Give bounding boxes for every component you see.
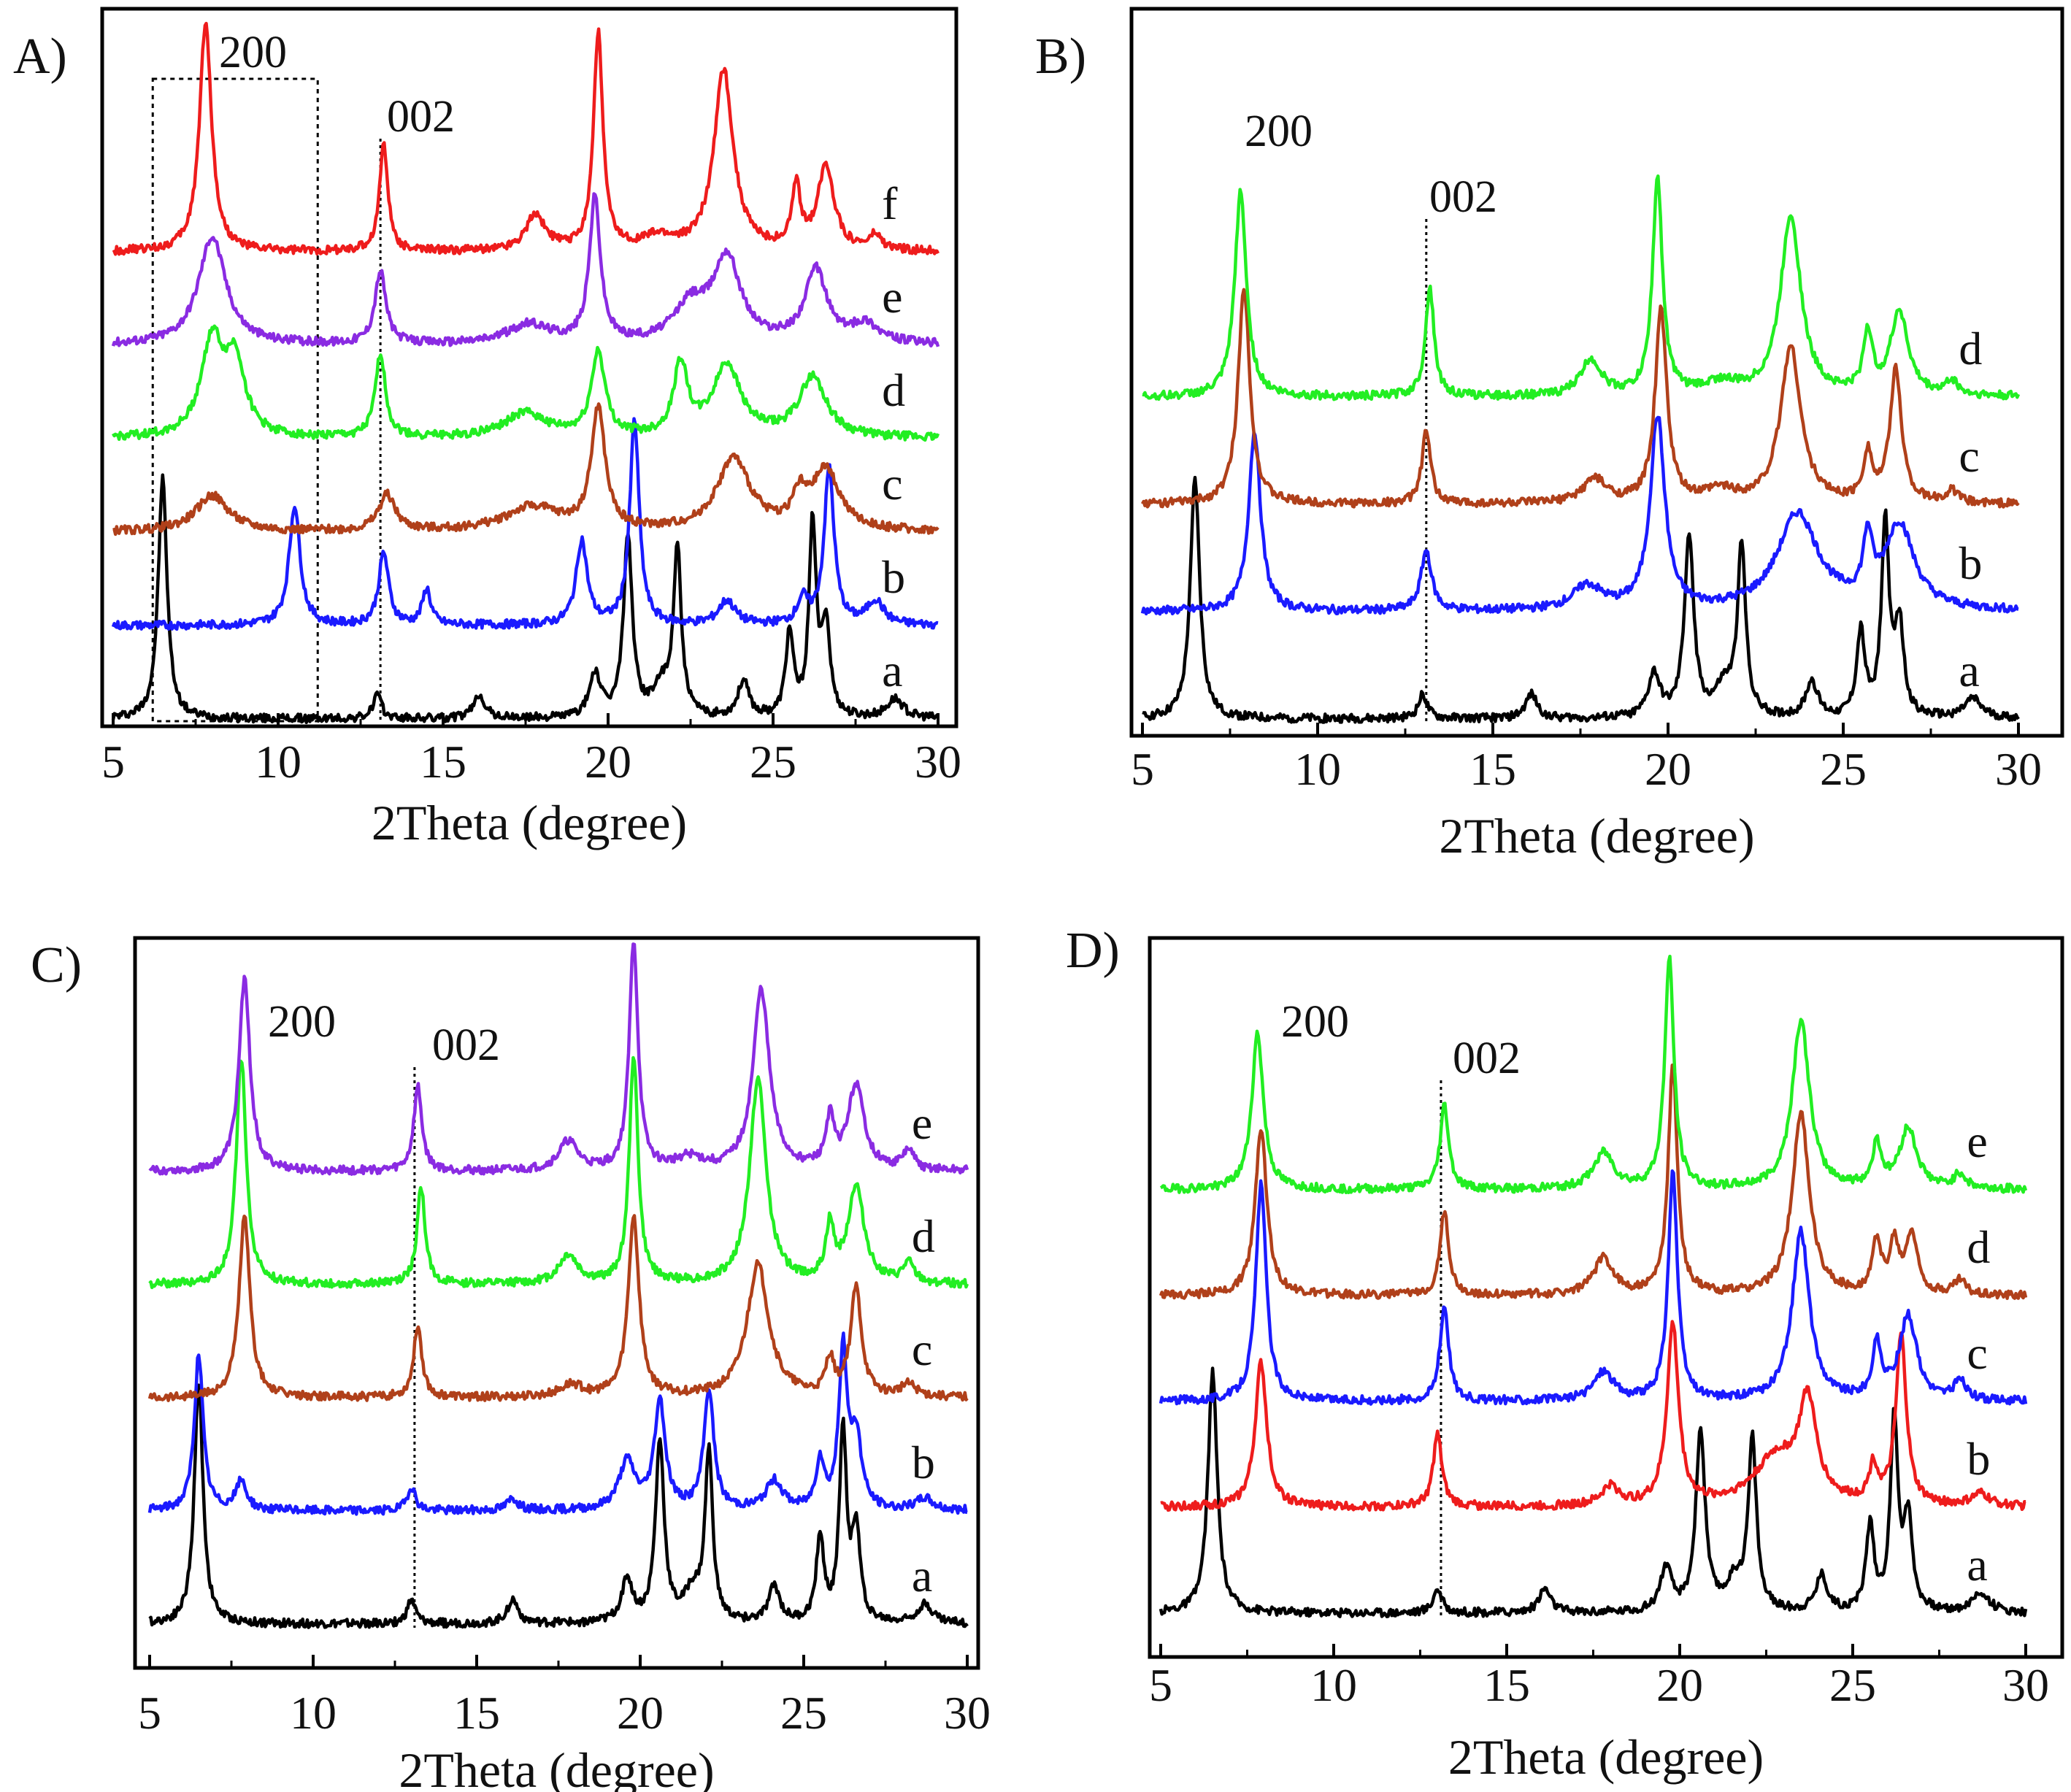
series-label-c: c: [1967, 1327, 1987, 1379]
series-line-c: [1159, 1169, 2028, 1406]
series-label-a: a: [1959, 645, 1979, 696]
series-label-a: a: [882, 645, 902, 696]
x-axis-label: 2Theta (degree): [1439, 808, 1754, 864]
x-tick-label: 5: [101, 736, 125, 788]
series-label-d: d: [912, 1210, 935, 1262]
panel-label: A): [13, 28, 67, 85]
x-tick-label: 15: [1469, 743, 1516, 795]
series-line-c: [112, 402, 940, 537]
plot-frame: [100, 7, 958, 728]
x-tick-label: 30: [944, 1687, 991, 1739]
x-tick-label: 10: [290, 1687, 337, 1739]
x-tick-label: 10: [255, 736, 301, 788]
peak-200-label: 200: [1245, 107, 1313, 156]
x-tick-label: 5: [1149, 1659, 1172, 1711]
series-label-c: c: [912, 1323, 932, 1375]
peak-002-label: 002: [1453, 1034, 1521, 1083]
panel-label: B): [1035, 28, 1086, 85]
panel-label: D): [1066, 923, 1120, 979]
peak-002-label: 002: [432, 1020, 500, 1070]
panel-C: C) 5 10 15 20 25 30 2Theta (degree) 200 002 a b c d e: [31, 936, 991, 1792]
x-tick-label: 20: [617, 1687, 664, 1739]
series-line-b: [1160, 1320, 2026, 1512]
x-tick-label: 20: [1656, 1659, 1703, 1711]
panel-D: D) 5 10 15 20 25 30 2Theta (degree) 200 002 a b c d e: [1066, 923, 2064, 1785]
x-tick-label: 25: [750, 736, 796, 788]
series-label-e: e: [912, 1097, 932, 1149]
peak-002-label: 002: [1429, 172, 1497, 222]
series-line-f: [112, 21, 940, 256]
plot-frame: [1129, 7, 2064, 738]
x-tick-label: 15: [453, 1687, 500, 1739]
dashed-region-box: [151, 77, 319, 723]
series-label-b: b: [882, 551, 905, 603]
series-line-a: [111, 473, 940, 725]
panel-label: C): [31, 937, 82, 993]
x-tick-label: 20: [585, 736, 631, 788]
x-tick-label: 30: [915, 736, 961, 788]
plot-frame: [1148, 936, 2064, 1659]
x-tick-label: 15: [1483, 1659, 1530, 1711]
x-tick-label: 25: [1820, 743, 1867, 795]
x-axis-label: 2Theta (degree): [399, 1742, 714, 1792]
series-line-a: [1142, 475, 2020, 724]
series-label-b: b: [1967, 1433, 1990, 1485]
series-label-d: d: [882, 364, 905, 416]
series-line-b: [111, 417, 939, 631]
series-line-e: [1159, 954, 2028, 1195]
series-line-d: [1142, 174, 2021, 401]
x-tick-label: 5: [138, 1687, 161, 1739]
x-tick-label: 15: [420, 736, 466, 788]
x-tick-label: 30: [2002, 1659, 2049, 1711]
plot-frame: [133, 936, 980, 1670]
series-label-a: a: [1967, 1539, 1987, 1591]
peak-200-label: 200: [219, 28, 287, 77]
peak-200-label: 200: [268, 997, 336, 1047]
series-line-b: [1140, 415, 2019, 616]
x-axis-label: 2Theta (degree): [372, 795, 687, 850]
series-line-d: [112, 324, 940, 442]
x-tick-label: 10: [1294, 743, 1341, 795]
peak-200-label: 200: [1281, 997, 1349, 1047]
series-line-c: [147, 1214, 969, 1402]
series-label-c: c: [1959, 430, 1979, 482]
x-axis-label: 2Theta (degree): [1448, 1729, 1764, 1785]
series-label-e: e: [882, 271, 902, 323]
x-tick-label: 25: [1829, 1659, 1876, 1711]
series-line-a: [148, 1383, 969, 1629]
x-tick-label: 25: [780, 1687, 827, 1739]
series-label-d: d: [1959, 323, 1982, 374]
series-label-b: b: [912, 1437, 935, 1488]
x-tick-label: 5: [1131, 743, 1154, 795]
series-label-f: f: [882, 177, 898, 229]
series-line-e: [148, 942, 969, 1176]
peak-002-label: 002: [387, 92, 455, 142]
x-tick-label: 30: [1995, 743, 2042, 795]
panel-B: B) 5 10 15 20 25 30 2Theta (degree) 200 002 a b c d: [1035, 7, 2064, 864]
series-line-b: [147, 1331, 968, 1516]
series-line-e: [111, 192, 940, 348]
series-line-d: [1159, 1064, 2028, 1300]
x-tick-label: 10: [1310, 1659, 1357, 1711]
series-label-b: b: [1959, 537, 1982, 589]
series-line-c: [1140, 288, 2020, 509]
series-label-a: a: [912, 1550, 932, 1601]
series-line-a: [1159, 1366, 2028, 1618]
x-tick-label: 20: [1645, 743, 1691, 795]
series-label-e: e: [1967, 1115, 1987, 1167]
series-label-c: c: [882, 458, 902, 509]
series-line-d: [148, 1055, 969, 1290]
series-label-d: d: [1967, 1221, 1990, 1273]
